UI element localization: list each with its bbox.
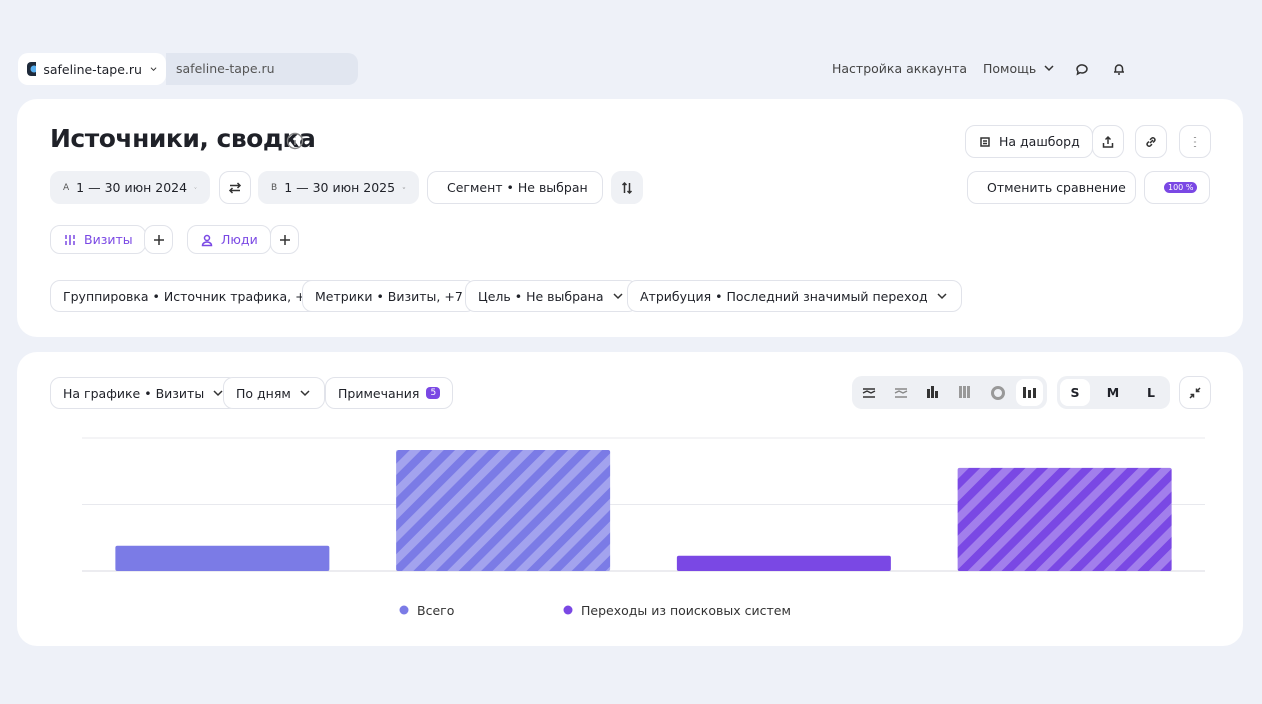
chip[interactable]: Люди bbox=[187, 225, 271, 254]
chart-type-switch bbox=[852, 376, 1047, 409]
filter-button[interactable]: Группировка • Источник трафика, +1 bbox=[50, 280, 327, 312]
chevron bbox=[194, 186, 197, 189]
size-option[interactable]: M bbox=[1106, 385, 1120, 400]
sort-icon bbox=[621, 181, 633, 194]
site-logo bbox=[27, 62, 37, 76]
period-a-label: 1 — 30 июн 2024 bbox=[76, 180, 188, 195]
collapse-button[interactable] bbox=[1179, 376, 1211, 409]
chevron bbox=[300, 390, 310, 397]
bar bbox=[957, 467, 1172, 571]
zoom-badge: 100 % bbox=[1164, 182, 1198, 193]
visits-icon bbox=[65, 234, 75, 245]
report-card: Источники, сводка На дашборд A 1 — 30 июн… bbox=[17, 99, 1243, 337]
metric-label: На графике • Визиты bbox=[63, 385, 205, 401]
notes-button[interactable]: Примечания 5 bbox=[325, 377, 454, 409]
chevron bbox=[612, 293, 623, 300]
report-title: Источники, сводка bbox=[50, 124, 316, 153]
filter-button[interactable]: Атрибуция • Последний значимый переход bbox=[627, 280, 962, 312]
chip-label: Визиты bbox=[84, 232, 133, 247]
people-icon bbox=[201, 234, 213, 246]
chat-icon[interactable] bbox=[1075, 62, 1089, 76]
chevron bbox=[1044, 65, 1054, 72]
info-icon[interactable] bbox=[286, 132, 304, 150]
site-name: safeline-tape.ru bbox=[43, 61, 142, 77]
plus-icon bbox=[153, 234, 164, 245]
export-icon bbox=[1102, 135, 1114, 148]
period-a-badge: A bbox=[63, 182, 70, 193]
add-button[interactable] bbox=[144, 225, 173, 254]
segment-button[interactable]: Сегмент • Не выбран bbox=[427, 171, 603, 204]
site-selector[interactable]: safeline-tape.ru bbox=[18, 53, 166, 85]
filter-label: Цель • Не выбрана bbox=[478, 288, 604, 304]
chart-type-icons[interactable] bbox=[852, 376, 1047, 409]
dashboard-icon bbox=[980, 136, 990, 147]
notes-count: 5 bbox=[426, 387, 441, 399]
account-link[interactable]: Настройка аккаунта bbox=[832, 61, 968, 76]
collapse-icon bbox=[1189, 386, 1201, 399]
bell-icon[interactable] bbox=[1112, 62, 1126, 76]
export-button[interactable] bbox=[1092, 125, 1124, 158]
legend-marker bbox=[563, 605, 573, 615]
more-icon bbox=[1193, 137, 1197, 146]
settings-button[interactable]: 100 % bbox=[1144, 171, 1210, 204]
legend-marker bbox=[399, 605, 409, 615]
filter-label: Атрибуция • Последний значимый переход bbox=[640, 288, 928, 304]
size-switch: S M L bbox=[1057, 376, 1170, 409]
legend-label: Переходы из поисковых систем bbox=[581, 603, 791, 618]
add-button[interactable] bbox=[270, 225, 299, 254]
period-a[interactable]: A 1 — 30 июн 2024 bbox=[50, 171, 210, 204]
more-button[interactable] bbox=[1179, 125, 1211, 158]
legend-label: Всего bbox=[417, 603, 454, 618]
period-b-badge: B bbox=[271, 182, 278, 193]
chevron bbox=[150, 67, 157, 71]
link-button[interactable] bbox=[1135, 125, 1167, 158]
swap-icon bbox=[228, 181, 242, 194]
link-icon bbox=[1146, 136, 1156, 147]
filter-button[interactable]: Метрики • Визиты, +7 bbox=[302, 280, 476, 312]
size-option[interactable]: L bbox=[1147, 385, 1155, 400]
period-b-label: 1 — 30 июн 2025 bbox=[284, 180, 396, 195]
swap-button[interactable] bbox=[219, 171, 251, 204]
period-label: По дням bbox=[236, 385, 291, 401]
filter-label: Метрики • Визиты, +7 bbox=[315, 288, 463, 304]
bar bbox=[676, 555, 891, 571]
chip[interactable]: Визиты bbox=[50, 225, 146, 254]
segment-label: Сегмент • Не выбран bbox=[447, 180, 588, 195]
chevron bbox=[937, 293, 947, 300]
chip-label: Люди bbox=[221, 232, 258, 247]
dashboard-button[interactable]: На дашборд bbox=[965, 125, 1093, 158]
cancel-compare-button[interactable]: Отменить сравнение bbox=[967, 171, 1136, 204]
sort-button[interactable] bbox=[611, 171, 643, 204]
filter-label: Группировка • Источник трафика, +1 bbox=[63, 288, 314, 304]
plus-icon bbox=[279, 234, 290, 245]
chevron bbox=[402, 186, 406, 189]
help-label: Помощь bbox=[983, 61, 1037, 76]
size-option[interactable]: S bbox=[1060, 379, 1090, 406]
period-b[interactable]: B 1 — 30 июн 2025 bbox=[258, 171, 419, 204]
help-menu[interactable]: Помощь bbox=[983, 61, 1056, 76]
cancel-compare-label: Отменить сравнение bbox=[987, 180, 1126, 195]
bar bbox=[115, 545, 330, 571]
metric-select[interactable]: На графике • Визиты bbox=[50, 377, 239, 409]
notes-label: Примечания bbox=[338, 385, 420, 401]
chevron bbox=[213, 390, 223, 397]
site-input[interactable]: safeline-tape.ru bbox=[166, 53, 358, 85]
period-select[interactable]: По дням bbox=[223, 377, 325, 409]
dashboard-label: На дашборд bbox=[999, 134, 1080, 149]
bar bbox=[396, 449, 611, 571]
